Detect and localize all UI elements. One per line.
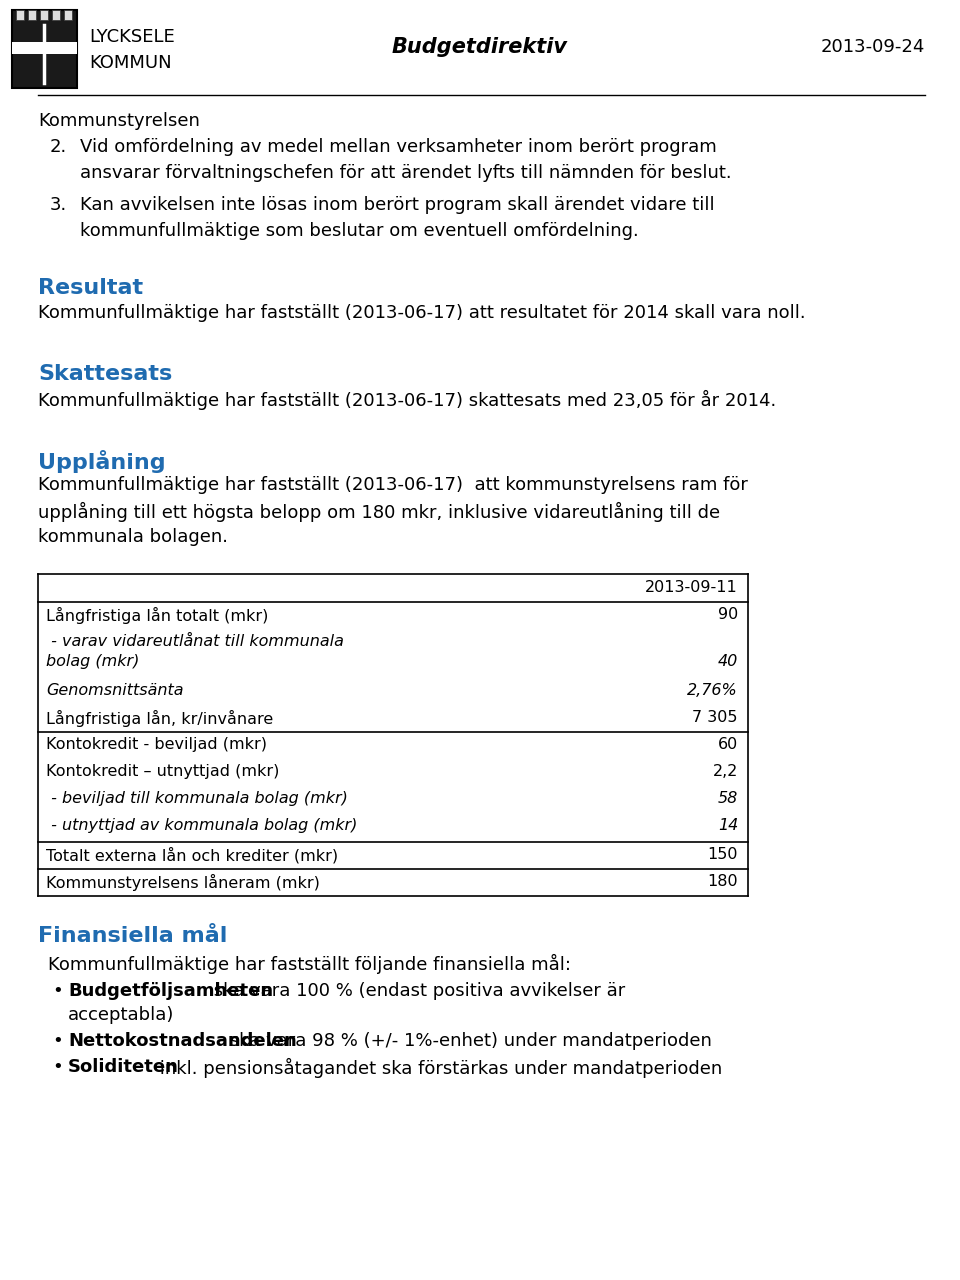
Text: - beviljad till kommunala bolag (mkr): - beviljad till kommunala bolag (mkr) — [46, 791, 348, 806]
Text: Genomsnittsänta: Genomsnittsänta — [46, 684, 183, 698]
Text: LYCKSELE: LYCKSELE — [89, 28, 175, 46]
Text: acceptabla): acceptabla) — [68, 1006, 175, 1024]
Bar — [28, 10, 36, 20]
Text: Budgetföljsamheten: Budgetföljsamheten — [68, 982, 274, 1000]
Text: Vid omfördelning av medel mellan verksamheter inom berört program: Vid omfördelning av medel mellan verksam… — [80, 138, 717, 156]
Text: 7 305: 7 305 — [692, 710, 738, 724]
FancyBboxPatch shape — [12, 10, 77, 88]
Text: Kommunfullmäktige har fastställt (2013-06-17) att resultatet för 2014 skall vara: Kommunfullmäktige har fastställt (2013-0… — [38, 303, 805, 323]
Text: Kommunfullmäktige har fastställt följande finansiella mål:: Kommunfullmäktige har fastställt följand… — [48, 954, 571, 974]
Text: ansvarar förvaltningschefen för att ärendet lyfts till nämnden för beslut.: ansvarar förvaltningschefen för att ären… — [80, 164, 732, 182]
Text: Kontokredit - beviljad (mkr): Kontokredit - beviljad (mkr) — [46, 737, 267, 751]
Bar — [40, 10, 48, 20]
Text: 180: 180 — [708, 874, 738, 890]
Text: 2,2: 2,2 — [712, 764, 738, 780]
Text: Nettokostnadsandelen: Nettokostnadsandelen — [68, 1032, 297, 1050]
Text: Soliditeten: Soliditeten — [68, 1059, 179, 1076]
Text: 14: 14 — [718, 818, 738, 833]
Text: bolag (mkr): bolag (mkr) — [46, 654, 139, 669]
Text: Kommunstyrelsen: Kommunstyrelsen — [38, 111, 200, 131]
Bar — [52, 10, 60, 20]
Text: Kommunfullmäktige har fastställt (2013-06-17) skattesats med 23,05 för år 2014.: Kommunfullmäktige har fastställt (2013-0… — [38, 390, 777, 410]
Text: 58: 58 — [718, 791, 738, 806]
Text: 90: 90 — [718, 607, 738, 622]
Text: Finansiella mål: Finansiella mål — [38, 925, 228, 946]
Text: - varav vidareutlånat till kommunala: - varav vidareutlånat till kommunala — [46, 634, 344, 649]
Text: Kommunfullmäktige har fastställt (2013-06-17)  att kommunstyrelsens ram för: Kommunfullmäktige har fastställt (2013-0… — [38, 476, 748, 494]
Text: inkl. pensionsåtagandet ska förstärkas under mandatperioden: inkl. pensionsåtagandet ska förstärkas u… — [154, 1059, 722, 1078]
Text: Kan avvikelsen inte lösas inom berört program skall ärendet vidare till: Kan avvikelsen inte lösas inom berört pr… — [80, 196, 714, 214]
Text: 2,76%: 2,76% — [687, 684, 738, 698]
Text: 3.: 3. — [50, 196, 67, 214]
Text: 2013-09-11: 2013-09-11 — [645, 580, 738, 595]
Text: •: • — [52, 1032, 62, 1050]
Text: Långfristiga lån totalt (mkr): Långfristiga lån totalt (mkr) — [46, 607, 269, 625]
Text: 60: 60 — [718, 737, 738, 751]
Text: upplåning till ett högsta belopp om 180 mkr, inklusive vidareutlåning till de: upplåning till ett högsta belopp om 180 … — [38, 502, 720, 522]
Text: Kontokredit – utnyttjad (mkr): Kontokredit – utnyttjad (mkr) — [46, 764, 279, 780]
Text: ska vara 100 % (endast positiva avvikelser är: ska vara 100 % (endast positiva avvikels… — [208, 982, 626, 1000]
Text: Kommunstyrelsens låneram (mkr): Kommunstyrelsens låneram (mkr) — [46, 874, 320, 891]
Text: - utnyttjad av kommunala bolag (mkr): - utnyttjad av kommunala bolag (mkr) — [46, 818, 357, 833]
Text: •: • — [52, 1059, 62, 1076]
Text: ska vara 98 % (+/- 1%-enhet) under mandatperioden: ska vara 98 % (+/- 1%-enhet) under manda… — [224, 1032, 712, 1050]
Text: Resultat: Resultat — [38, 278, 143, 298]
Text: 2.: 2. — [50, 138, 67, 156]
Text: Upplåning: Upplåning — [38, 451, 166, 474]
Text: Budgetdirektiv: Budgetdirektiv — [392, 37, 568, 58]
Text: kommunfullmäktige som beslutar om eventuell omfördelning.: kommunfullmäktige som beslutar om eventu… — [80, 221, 638, 241]
Bar — [12, 42, 77, 54]
Text: Skattesats: Skattesats — [38, 364, 172, 384]
Text: Totalt externa lån och krediter (mkr): Totalt externa lån och krediter (mkr) — [46, 847, 338, 864]
Bar — [16, 10, 24, 20]
Text: kommunala bolagen.: kommunala bolagen. — [38, 527, 228, 547]
Text: Långfristiga lån, kr/invånare: Långfristiga lån, kr/invånare — [46, 710, 274, 727]
Text: 150: 150 — [708, 847, 738, 861]
Text: 2013-09-24: 2013-09-24 — [821, 38, 925, 56]
Text: 40: 40 — [718, 654, 738, 669]
Text: •: • — [52, 982, 62, 1000]
Text: KOMMUN: KOMMUN — [89, 54, 172, 72]
Bar — [64, 10, 72, 20]
